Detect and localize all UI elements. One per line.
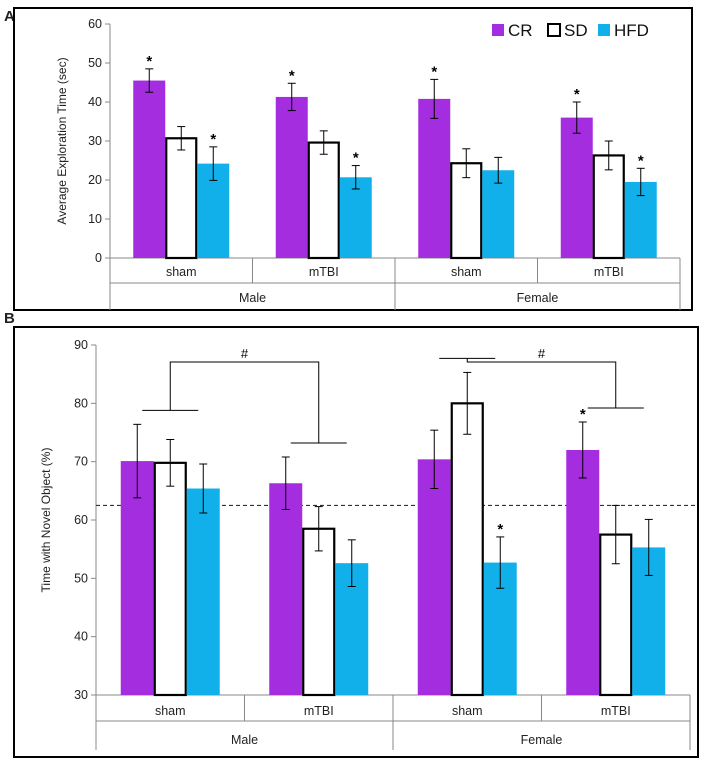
legend-label-cr: CR — [508, 21, 533, 40]
y-tick-label: 0 — [95, 251, 102, 265]
legend-label-hfd: HFD — [614, 21, 649, 40]
bar-cr — [418, 98, 451, 258]
y-axis-label: Average Exploration Time (sec) — [55, 57, 69, 224]
bar-sd — [307, 141, 340, 260]
legend-swatch-cr — [492, 24, 504, 36]
significance-marker: * — [289, 67, 295, 84]
bar-cr — [560, 117, 593, 258]
panel-b-label: B — [4, 310, 15, 327]
y-tick-label: 80 — [74, 396, 88, 410]
y-tick-label: 40 — [88, 95, 102, 109]
category-label: mTBI — [304, 704, 334, 718]
bracket-label: # — [538, 346, 546, 361]
category-label: mTBI — [309, 265, 339, 279]
panel-A-frame — [13, 7, 693, 311]
y-tick-label: 60 — [88, 17, 102, 31]
panel-B-frame — [13, 326, 699, 758]
legend-swatch-sd — [547, 23, 561, 37]
panel-a-label: A — [4, 8, 15, 25]
bracket-label: # — [241, 346, 249, 361]
y-axis-label: Time with Novel Object (%) — [39, 448, 53, 593]
group-label: Female — [517, 291, 559, 305]
bar-hfd — [339, 177, 372, 258]
y-tick-label: 30 — [74, 688, 88, 702]
y-tick-label: 30 — [88, 134, 102, 148]
significance-marker: * — [431, 63, 437, 80]
bar-cr — [269, 483, 303, 695]
group-label: Male — [231, 733, 258, 747]
bar-sd — [592, 154, 625, 260]
significance-marker: * — [353, 150, 359, 167]
category-label: sham — [155, 704, 186, 718]
legend-label-sd: SD — [564, 21, 588, 40]
category-label: sham — [452, 704, 483, 718]
significance-marker: * — [574, 86, 580, 103]
bracket-line — [466, 358, 617, 408]
bar-cr — [120, 461, 154, 695]
y-tick-label: 20 — [88, 173, 102, 187]
y-tick-label: 90 — [74, 338, 88, 352]
category-label: sham — [166, 265, 197, 279]
significance-marker: * — [580, 406, 586, 423]
group-label: Female — [521, 733, 563, 747]
bar-cr — [275, 96, 308, 259]
category-label: sham — [451, 265, 482, 279]
significance-marker: * — [497, 521, 503, 538]
category-label: mTBI — [594, 265, 624, 279]
bar-cr — [566, 450, 600, 695]
group-label: Male — [239, 291, 266, 305]
y-tick-label: 10 — [88, 212, 102, 226]
bar-sd — [302, 527, 336, 697]
bar-hfd — [482, 170, 515, 258]
y-tick-label: 60 — [74, 513, 88, 527]
y-tick-label: 40 — [74, 630, 88, 644]
bar-sd — [165, 137, 198, 260]
bracket-line — [169, 361, 320, 443]
bar-cr — [133, 80, 166, 258]
significance-marker: * — [146, 53, 152, 70]
y-tick-label: 50 — [88, 56, 102, 70]
y-tick-label: 70 — [74, 455, 88, 469]
legend-swatch-hfd — [598, 24, 610, 36]
bar-sd — [450, 162, 483, 260]
bar-sd — [450, 402, 484, 697]
bar-sd — [153, 461, 187, 697]
significance-marker: * — [210, 131, 216, 148]
bar-hfd — [186, 488, 220, 695]
category-label: mTBI — [601, 704, 631, 718]
significance-marker: * — [638, 152, 644, 169]
bar-cr — [417, 459, 451, 695]
y-tick-label: 50 — [74, 571, 88, 585]
